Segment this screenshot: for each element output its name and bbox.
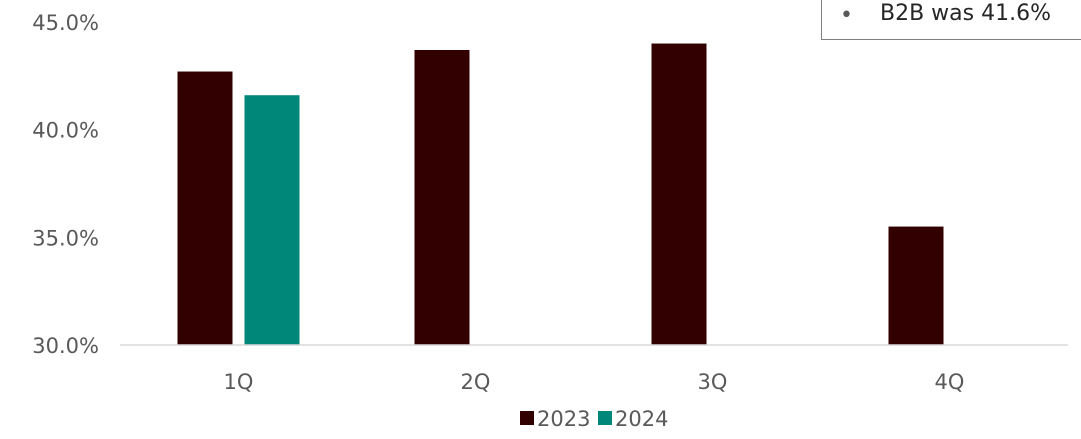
y-tick-label: 30.0% (32, 334, 99, 358)
y-tick-label: 35.0% (32, 226, 99, 250)
annotation-box: • B2B was 41.6% (821, 0, 1081, 40)
legend-label-2024: 2024 (615, 407, 668, 431)
legend-swatch-2024 (598, 411, 612, 425)
x-category-label: 4Q (935, 370, 965, 394)
annotation-text: B2B was 41.6% (880, 1, 1051, 26)
y-tick-label: 45.0% (32, 11, 99, 35)
legend: 2023 2024 (520, 407, 668, 431)
bar-2023-1Q (177, 71, 233, 345)
annotation-bullet: • (840, 3, 853, 28)
bar-series (177, 43, 944, 346)
x-category-label: 1Q (224, 370, 254, 394)
bar-2024-1Q (244, 95, 300, 345)
x-axis-category-labels: 1Q 2Q 3Q 4Q (224, 370, 965, 394)
legend-swatch-2023 (520, 411, 534, 425)
bar-2023-4Q (888, 226, 944, 345)
y-axis-tick-labels: 30.0% 35.0% 40.0% 45.0% (32, 11, 99, 358)
x-category-label: 3Q (698, 370, 728, 394)
bar-2023-3Q (651, 43, 707, 346)
y-tick-label: 40.0% (32, 119, 99, 143)
x-category-label: 2Q (461, 370, 491, 394)
legend-label-2023: 2023 (537, 407, 590, 431)
bar-2023-2Q (414, 49, 470, 345)
